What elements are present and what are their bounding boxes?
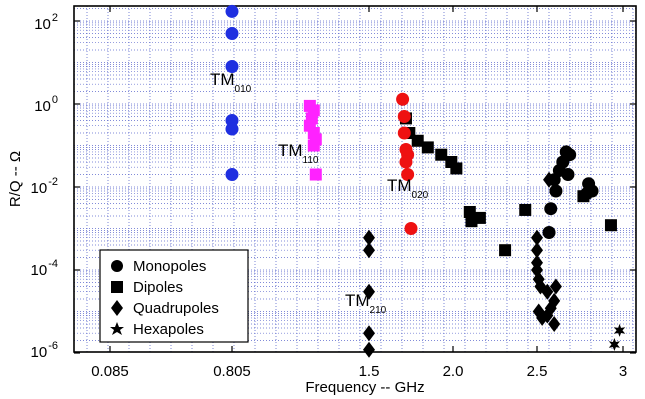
y-tick-label: 100 (34, 94, 58, 115)
data-point-star (608, 338, 620, 351)
data-point-circle (225, 26, 239, 40)
y-tick-label: 10-4 (31, 258, 58, 279)
y-tick-labels: 102 100 10-2 10-4 10-6 (31, 12, 58, 361)
data-points (225, 4, 626, 358)
data-point-square (309, 168, 322, 181)
legend-label: Monopoles (133, 258, 206, 275)
data-point-circle (561, 168, 575, 182)
x-tick-label: 1.5 (359, 363, 380, 380)
data-point-diamond (363, 242, 375, 259)
x-tick-label: 0.805 (213, 363, 251, 380)
legend-item-hexapoles: Hexapoles (110, 321, 204, 338)
data-point-square (303, 119, 316, 132)
data-point-square (450, 162, 463, 175)
legend-marker-star (110, 322, 124, 335)
annotation-tm110: TM110 (278, 141, 319, 166)
legend-label: Quadrupoles (133, 300, 219, 317)
data-point-circle (225, 4, 239, 18)
legend-label: Hexapoles (133, 321, 204, 338)
data-point-diamond (363, 341, 375, 358)
annotation-tm020: TM020 (387, 176, 429, 201)
data-point-diamond (548, 315, 561, 332)
data-point-circle (396, 92, 410, 106)
data-point-diamond (363, 229, 375, 246)
data-point-circle (397, 109, 411, 123)
legend-marker-circle (111, 260, 123, 272)
x-tick-label: 3 (619, 363, 627, 380)
data-point-star (613, 323, 626, 337)
data-point-circle (225, 60, 239, 74)
x-tick-label: 2.0 (443, 363, 464, 380)
legend-marker-diamond (111, 300, 123, 316)
data-point-square (604, 219, 617, 232)
data-point-circle (225, 122, 239, 136)
legend-item-monopoles: Monopoles (111, 258, 206, 275)
data-point-square (421, 141, 434, 154)
data-point-circle (401, 168, 415, 182)
legend-marker-square (111, 281, 123, 293)
x-tick-labels: 0.085 0.805 1.5 2.0 2.5 3 (91, 363, 627, 380)
plot-frame (73, 5, 637, 353)
data-point-diamond (549, 278, 562, 295)
data-point-circle (542, 226, 556, 240)
data-point-square (473, 211, 486, 224)
data-point-square (463, 205, 476, 218)
legend-box (99, 249, 249, 343)
data-point-diamond (531, 229, 543, 246)
data-point-circle (544, 202, 558, 216)
data-point-square (499, 244, 512, 257)
data-point-square (519, 203, 532, 216)
data-point-diamond (363, 325, 375, 342)
data-point-diamond (531, 242, 543, 259)
data-point-circle (397, 126, 411, 140)
data-point-square (411, 134, 424, 147)
data-point-square (577, 190, 590, 203)
legend-label: Dipoles (133, 279, 183, 296)
data-point-square (435, 148, 448, 161)
annotation-tm010: TM010 (210, 70, 252, 95)
data-point-circle (549, 184, 563, 198)
annotation-tm210: TM210 (345, 291, 387, 316)
legend-item-dipoles: Dipoles (111, 279, 183, 296)
annotations: TM010 TM110 TM020 TM210 (210, 70, 429, 316)
y-tick-label: 10-2 (31, 176, 58, 197)
y-tick-label: 10-6 (31, 340, 58, 361)
data-point-diamond (363, 283, 375, 300)
data-point-diamond (541, 283, 554, 300)
data-point-diamond (548, 292, 561, 309)
data-point-circle (399, 155, 413, 169)
x-tick-label: 0.085 (91, 363, 129, 380)
x-axis-label: Frequency -- GHz (305, 379, 424, 396)
data-point-diamond (543, 171, 556, 188)
data-point-square (307, 139, 320, 152)
x-tick-label: 2.5 (527, 363, 548, 380)
y-axis-label: R/Q -- Ω (7, 151, 24, 207)
data-point-circle (225, 168, 239, 182)
legend: Monopoles Dipoles Quadrupoles Hexapoles (99, 249, 249, 343)
legend-item-quadrupoles: Quadrupoles (111, 300, 219, 317)
data-point-circle (404, 222, 418, 235)
y-tick-label: 102 (34, 12, 58, 33)
